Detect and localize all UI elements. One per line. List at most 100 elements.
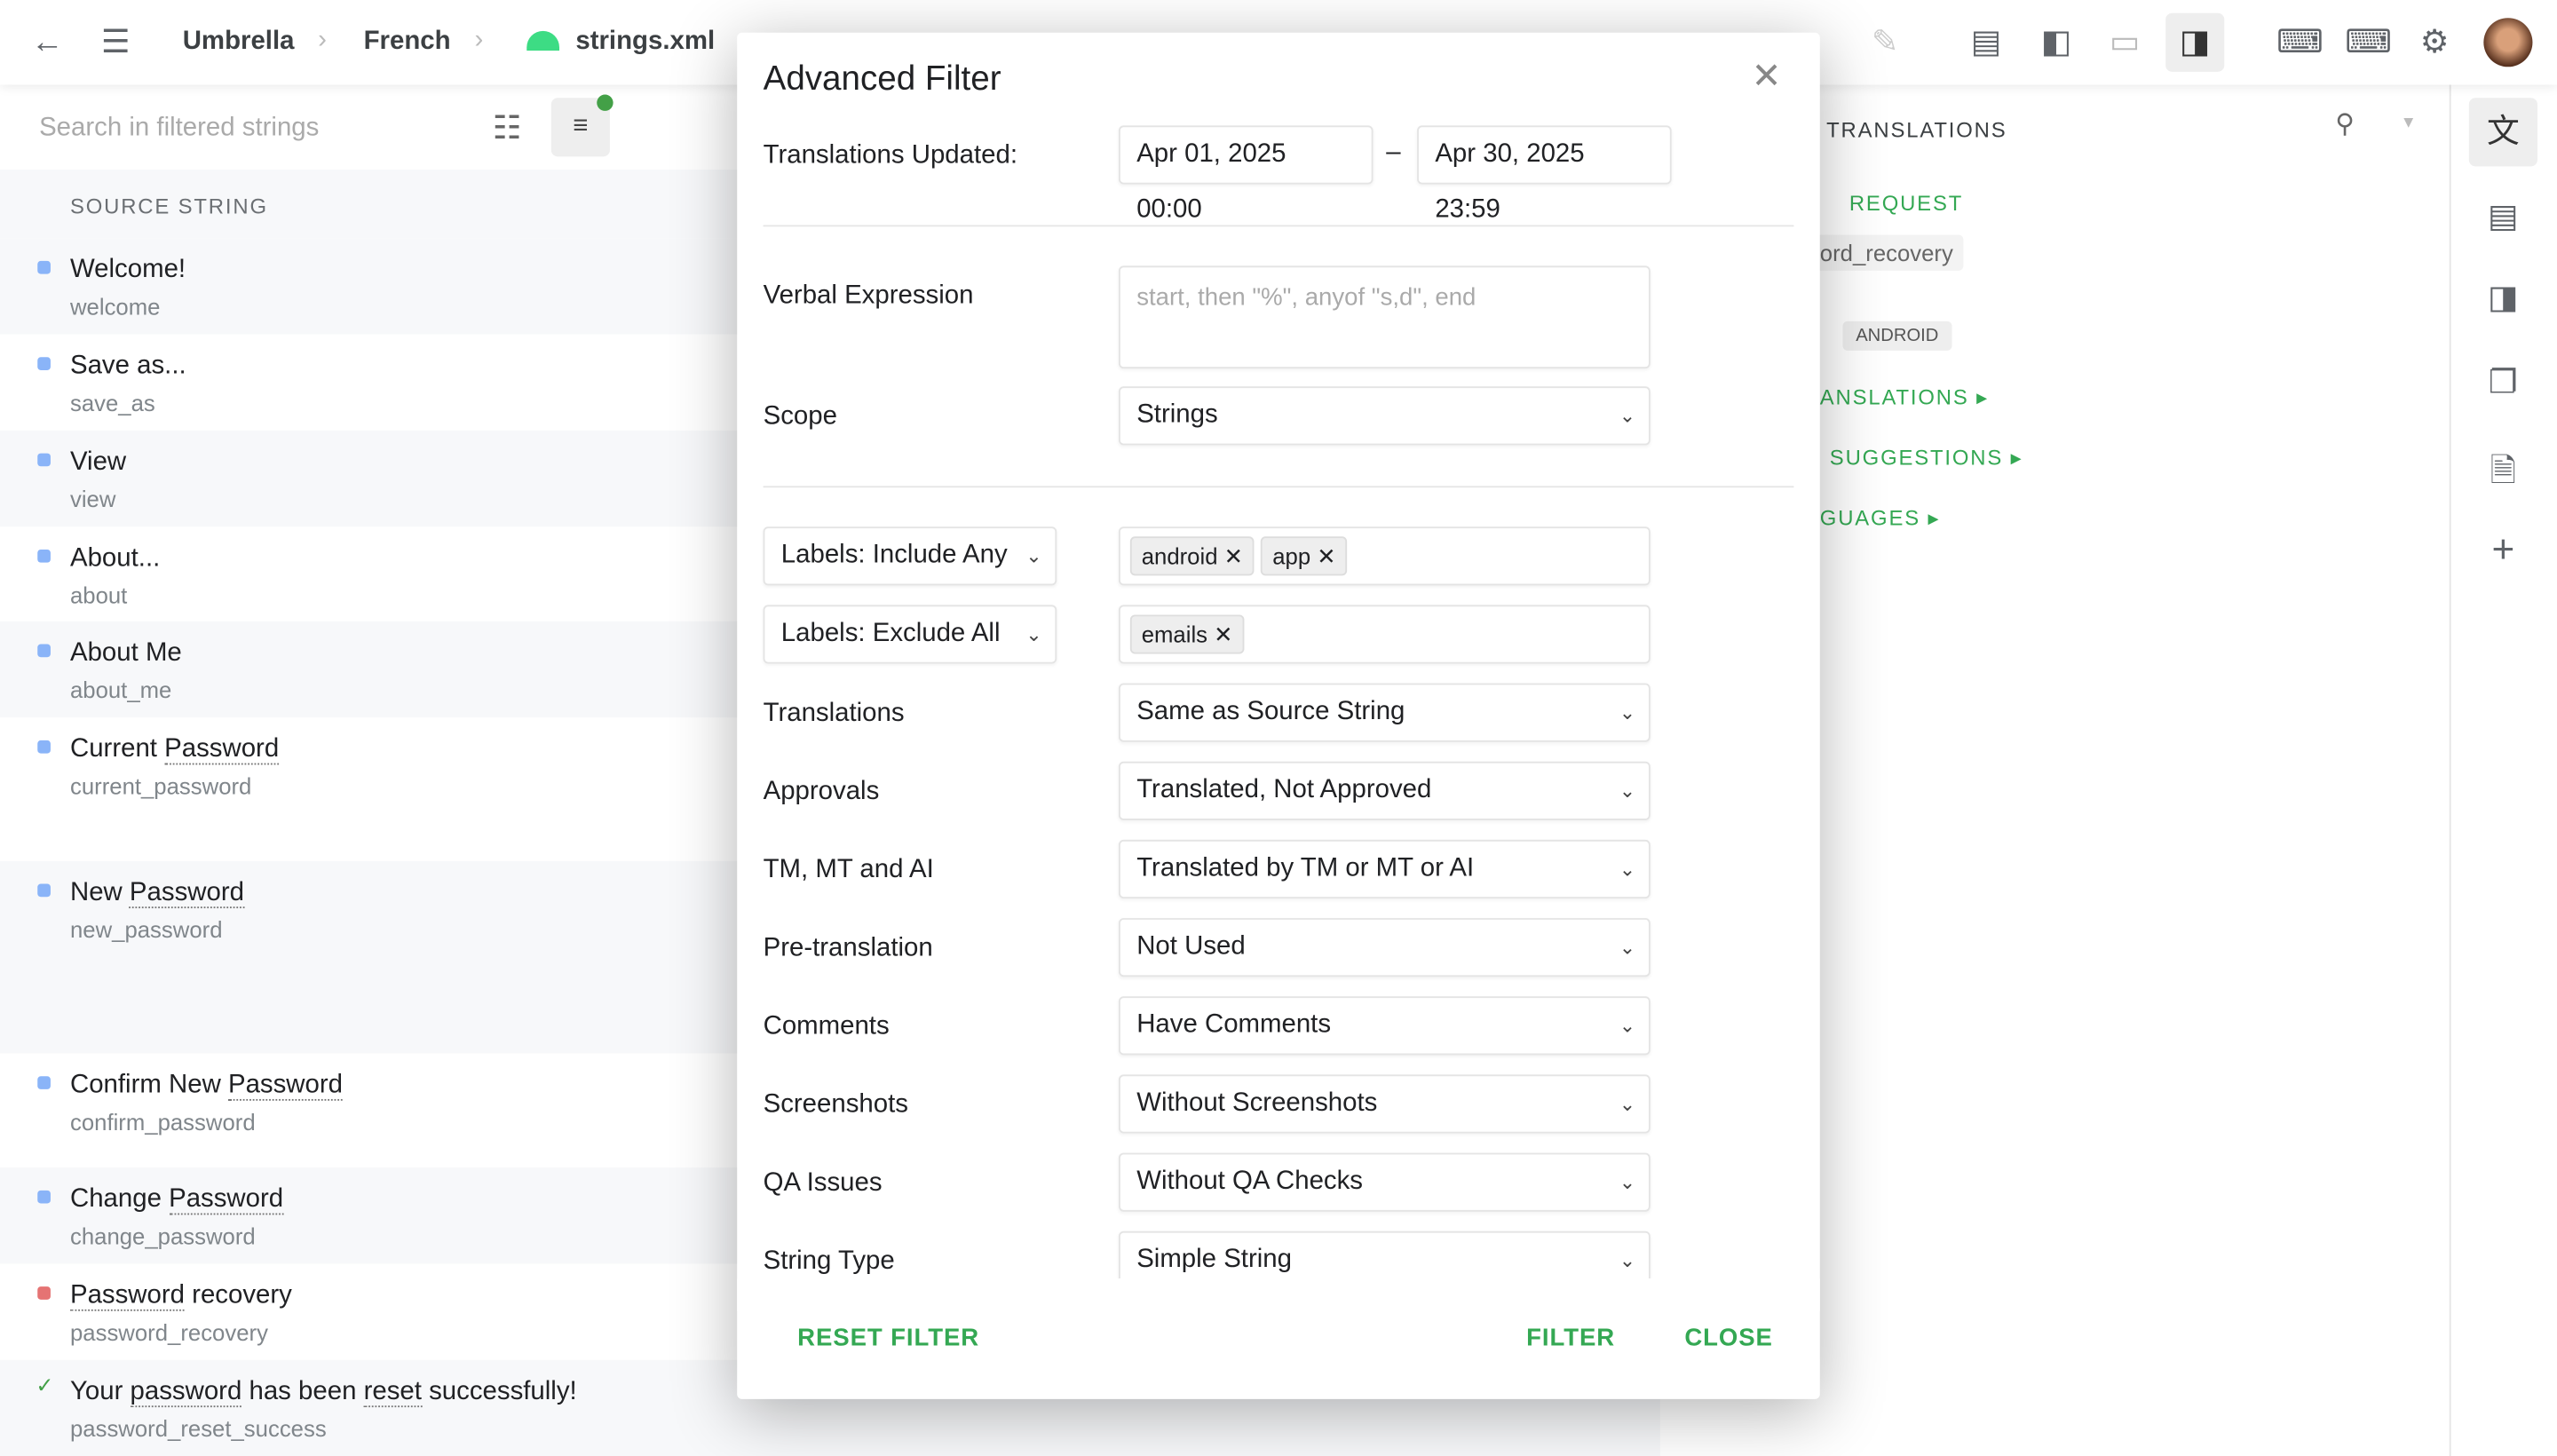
- section-languages[interactable]: GUAGES ▸: [1819, 505, 1941, 530]
- string-key: change_password: [69, 1223, 256, 1249]
- remove-tag-icon[interactable]: ✕: [1223, 542, 1244, 569]
- filter-select[interactable]: Same as Source String ⌄: [1118, 683, 1651, 742]
- verbal-expression-label: Verbal Expression: [763, 281, 974, 310]
- status-icon: [37, 883, 51, 898]
- string-key: view: [69, 486, 116, 512]
- search-input[interactable]: Search in filtered strings: [39, 114, 320, 142]
- date-to-input[interactable]: Apr 30, 2025 23:59: [1417, 125, 1672, 224]
- chevron-down-icon: ⌄: [1619, 936, 1636, 959]
- remove-tag-icon[interactable]: ✕: [1214, 621, 1233, 647]
- glossary-icon[interactable]: ❐: [2488, 365, 2518, 401]
- filter-button[interactable]: FILTER: [1526, 1324, 1616, 1352]
- filter-select[interactable]: Translated by TM or MT or AI ⌄: [1118, 839, 1651, 899]
- source-text: About Me: [69, 638, 182, 668]
- file-info-icon[interactable]: 🗎: [2490, 453, 2517, 490]
- reset-filter-button[interactable]: RESET FILTER: [797, 1324, 980, 1352]
- list-item[interactable]: Password recovery password_recovery: [0, 1263, 1660, 1359]
- comments-icon[interactable]: ▤: [2488, 199, 2519, 235]
- string-key: confirm_password: [69, 1108, 256, 1136]
- filter-label: TM, MT and AI: [763, 856, 934, 884]
- close-icon[interactable]: ✕: [1751, 55, 1782, 97]
- breadcrumb-language[interactable]: French: [363, 28, 451, 56]
- verbal-expression-input[interactable]: start, then "%", anyof "s,d", end: [1118, 265, 1651, 369]
- exclude-tags-input[interactable]: emails ✕: [1118, 605, 1651, 664]
- side-by-side-layout-icon[interactable]: ▤: [1970, 24, 2002, 60]
- left-panel-layout-icon[interactable]: ◧: [2040, 24, 2072, 60]
- breadcrumb-project[interactable]: Umbrella: [182, 28, 295, 56]
- source-text: Password recovery: [69, 1281, 292, 1311]
- remove-tag-icon[interactable]: ✕: [1317, 542, 1336, 569]
- updated-label: Translations Updated:: [763, 141, 1018, 170]
- avatar[interactable]: [2483, 18, 2533, 67]
- filter-label: String Type: [763, 1247, 895, 1276]
- filter-label: Screenshots: [763, 1090, 908, 1119]
- chevron-right-icon: ›: [474, 26, 484, 54]
- add-icon[interactable]: +: [2491, 528, 2515, 573]
- status-icon: [37, 1190, 51, 1204]
- close-button[interactable]: CLOSE: [1684, 1324, 1773, 1352]
- list-item[interactable]: Confirm New Password confirm_password: [0, 1054, 1660, 1168]
- string-key: save_as: [69, 389, 155, 416]
- filter-select[interactable]: Have Comments ⌄: [1118, 996, 1651, 1056]
- tag-emails: emails ✕: [1129, 614, 1245, 654]
- bottom-panel-layout-icon[interactable]: ▭: [2109, 24, 2141, 60]
- translate-icon[interactable]: 文: [2468, 98, 2537, 167]
- section-suggestions[interactable]: SUGGESTIONS ▸: [1829, 445, 2023, 470]
- chevron-right-icon: ›: [318, 26, 327, 54]
- list-item[interactable]: Save as... save_as: [0, 335, 1660, 431]
- filter-select[interactable]: Not Used ⌄: [1118, 918, 1651, 977]
- edit-lines-icon[interactable]: ✎: [1871, 24, 1899, 60]
- labels-exclude-select[interactable]: Labels: Exclude All ⌄: [763, 605, 1057, 664]
- filter-select[interactable]: Without QA Checks ⌄: [1118, 1152, 1651, 1212]
- section-translations[interactable]: ANSLATIONS ▸: [1819, 384, 1989, 410]
- translations-title: TRANSLATIONS: [1826, 117, 2007, 142]
- source-text: Welcome!: [69, 256, 186, 284]
- status-icon: [37, 357, 51, 370]
- date-separator: –: [1386, 138, 1401, 167]
- android-icon: [526, 30, 559, 51]
- string-key: welcome: [69, 293, 161, 320]
- status-icon: [37, 260, 51, 274]
- request-link[interactable]: REQUEST: [1848, 190, 1964, 216]
- string-key: new_password: [69, 916, 223, 943]
- chevron-down-icon: ⌄: [1619, 779, 1636, 803]
- context-icon[interactable]: ◨: [2488, 280, 2519, 317]
- source-text: View: [69, 448, 127, 477]
- keyboard-icon[interactable]: ⌨: [2345, 24, 2393, 60]
- string-key: password_reset_success: [69, 1415, 327, 1442]
- status-icon: [37, 549, 51, 563]
- filter-label: QA Issues: [763, 1168, 883, 1198]
- menu-icon[interactable]: ☰: [100, 24, 131, 60]
- string-key: about: [69, 582, 128, 609]
- status-icon: [37, 740, 51, 754]
- dropdown-icon[interactable]: ▼: [2400, 114, 2417, 132]
- scope-select[interactable]: Strings ⌄: [1118, 386, 1651, 446]
- list-item[interactable]: About... about: [0, 526, 1660, 621]
- pin-icon[interactable]: ⚲: [2335, 110, 2355, 139]
- source-text: Save as...: [69, 352, 186, 380]
- include-tags-input[interactable]: android ✕ app ✕: [1118, 526, 1651, 586]
- labels-include-select[interactable]: Labels: Include Any ⌄: [763, 526, 1057, 586]
- date-from-input[interactable]: Apr 01, 2025 00:00: [1118, 125, 1373, 224]
- string-key: about_me: [69, 677, 172, 703]
- status-icon: [37, 1076, 51, 1089]
- filter-label: Pre-translation: [763, 934, 933, 962]
- sliders-icon[interactable]: ☷: [492, 110, 522, 147]
- filter-select[interactable]: Without Screenshots ⌄: [1118, 1074, 1651, 1134]
- right-panel-layout-icon[interactable]: ◨: [2165, 12, 2225, 72]
- filter-label: Approvals: [763, 778, 880, 806]
- chevron-down-icon: ⌄: [1025, 622, 1042, 646]
- filter-icon[interactable]: ≡: [550, 98, 610, 157]
- terminal-icon[interactable]: ⌨: [2276, 24, 2324, 60]
- chevron-down-icon: ⌄: [1619, 1170, 1636, 1194]
- gear-icon[interactable]: ⚙: [2419, 24, 2450, 60]
- filter-select[interactable]: Translated, Not Approved ⌄: [1118, 761, 1651, 820]
- list-item[interactable]: Current Password current_password: [0, 717, 1660, 861]
- label-chip: ANDROID: [1842, 320, 1952, 351]
- source-text: New Password: [69, 878, 244, 909]
- check-icon: ✓: [36, 1373, 54, 1398]
- status-icon: [37, 453, 51, 467]
- back-arrow-icon[interactable]: ←: [30, 24, 64, 60]
- breadcrumb-file[interactable]: strings.xml: [575, 28, 716, 56]
- source-string-header: SOURCE STRING: [69, 194, 268, 219]
